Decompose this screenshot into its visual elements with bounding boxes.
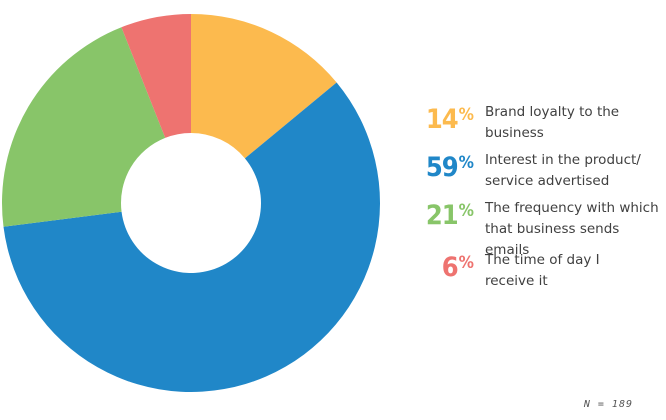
legend-item-interest: 59% Interest in the product/ service adv… bbox=[424, 148, 664, 194]
donut-chart bbox=[1, 14, 380, 393]
legend-label-frequency: The frequency with which that business s… bbox=[485, 200, 659, 258]
slice-time-of-day bbox=[121, 14, 191, 138]
legend-item-time-of-day: 6% The time of day I receive it bbox=[424, 248, 664, 294]
legend-label-time-of-day: The time of day I receive it bbox=[485, 252, 600, 289]
legend-percent-time-of-day: 6% bbox=[424, 252, 474, 283]
legend-value-interest: 59 bbox=[425, 152, 459, 183]
slice-frequency bbox=[1, 27, 166, 227]
sample-size-note: N = 189 bbox=[583, 399, 633, 410]
percent-sign: % bbox=[458, 153, 474, 173]
slice-brand-loyalty bbox=[191, 14, 337, 159]
percent-sign: % bbox=[458, 253, 474, 273]
legend-item-frequency: 21% The frequency with which that busine… bbox=[424, 196, 664, 258]
percent-sign: % bbox=[458, 105, 474, 125]
legend-label-brand-loyalty: Brand loyalty to the business bbox=[485, 104, 620, 141]
legend-percent-brand-loyalty: 14% bbox=[424, 104, 474, 135]
legend-item-brand-loyalty: 14% Brand loyalty to the business bbox=[424, 100, 664, 146]
legend-value-time-of-day: 6 bbox=[441, 252, 459, 283]
slice-interest bbox=[3, 82, 380, 393]
legend-value-frequency: 21 bbox=[425, 200, 459, 231]
legend-percent-frequency: 21% bbox=[424, 200, 474, 231]
percent-sign: % bbox=[458, 201, 474, 221]
legend-value-brand-loyalty: 14 bbox=[425, 104, 459, 135]
legend-percent-interest: 59% bbox=[424, 152, 474, 183]
donut-slices bbox=[1, 14, 380, 393]
legend-label-interest: Interest in the product/ service adverti… bbox=[485, 152, 641, 189]
